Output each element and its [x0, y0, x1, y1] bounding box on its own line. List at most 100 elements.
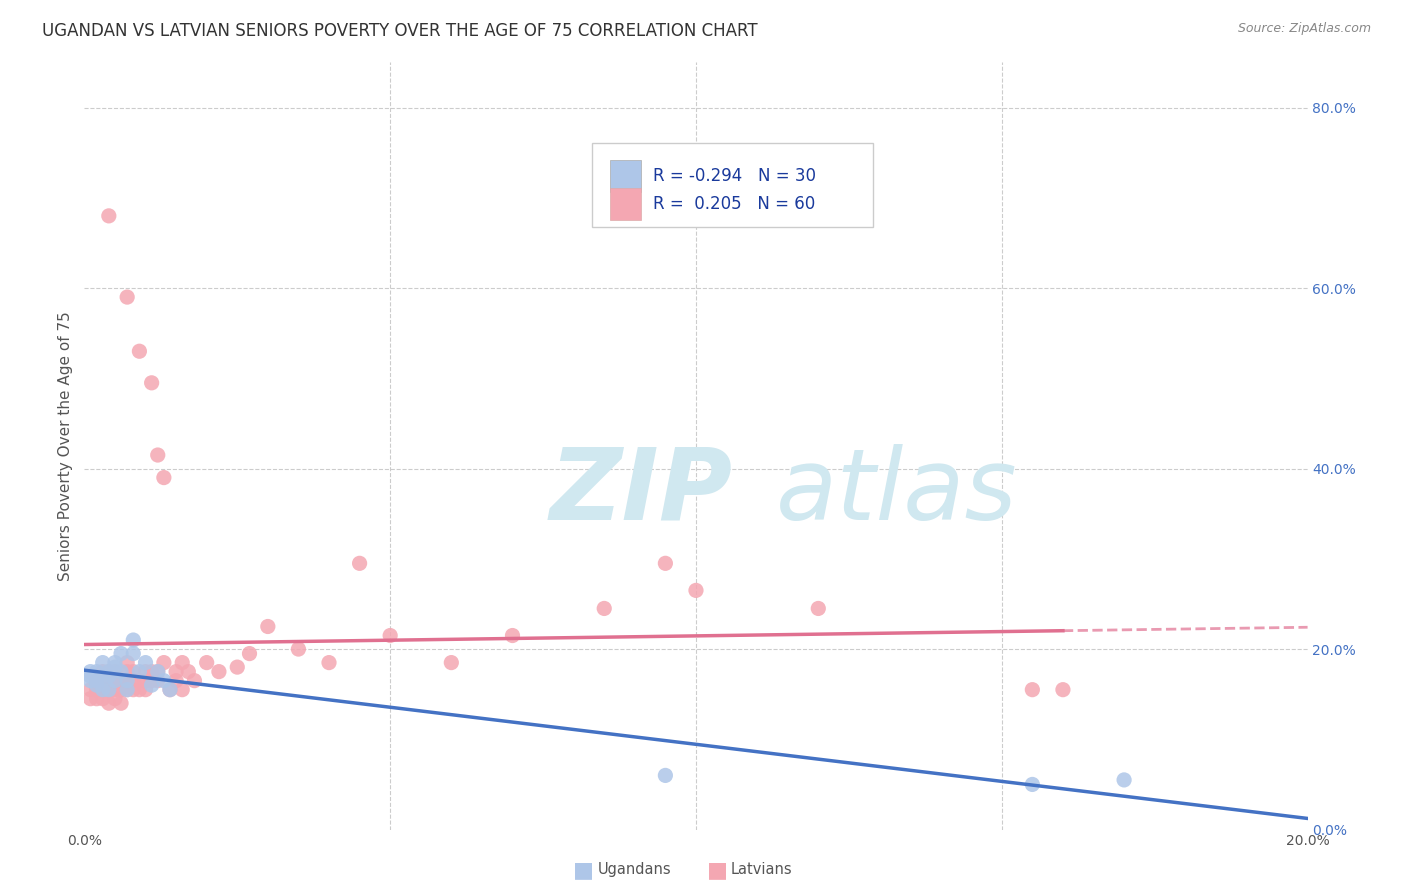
- Point: [654, 768, 676, 782]
- Point: [79, 682, 101, 697]
- Point: [141, 665, 163, 679]
- Point: [104, 673, 127, 688]
- Point: [115, 682, 138, 697]
- Point: [104, 691, 127, 706]
- Point: [86, 665, 108, 679]
- Bar: [610, 188, 641, 220]
- Point: [141, 678, 163, 692]
- Point: [287, 642, 309, 657]
- Point: [349, 557, 371, 571]
- Point: [122, 673, 145, 688]
- Point: [122, 647, 145, 661]
- Point: [593, 601, 616, 615]
- Point: [146, 665, 169, 679]
- Text: UGANDAN VS LATVIAN SENIORS POVERTY OVER THE AGE OF 75 CORRELATION CHART: UGANDAN VS LATVIAN SENIORS POVERTY OVER …: [42, 22, 758, 40]
- Point: [110, 682, 132, 697]
- Text: R =  0.205   N = 60: R = 0.205 N = 60: [654, 195, 815, 213]
- Point: [502, 628, 524, 642]
- Point: [115, 682, 138, 697]
- Point: [97, 209, 120, 223]
- Point: [807, 601, 830, 615]
- Point: [128, 682, 150, 697]
- Point: [115, 673, 138, 688]
- Point: [79, 669, 101, 683]
- Point: [128, 673, 150, 688]
- Point: [104, 673, 127, 688]
- Point: [79, 665, 101, 679]
- Point: [110, 696, 132, 710]
- Point: [153, 673, 176, 688]
- Point: [1021, 682, 1043, 697]
- Point: [104, 682, 127, 697]
- Point: [238, 647, 260, 661]
- Point: [1114, 772, 1136, 787]
- Point: [97, 682, 120, 697]
- Point: [146, 448, 169, 462]
- Point: [654, 557, 676, 571]
- Point: [257, 619, 280, 633]
- Y-axis label: Seniors Poverty Over the Age of 75: Seniors Poverty Over the Age of 75: [58, 311, 73, 581]
- Point: [135, 665, 157, 679]
- Text: ZIP: ZIP: [550, 443, 733, 541]
- Text: Source: ZipAtlas.com: Source: ZipAtlas.com: [1237, 22, 1371, 36]
- FancyBboxPatch shape: [592, 143, 873, 227]
- Point: [128, 344, 150, 359]
- Point: [115, 665, 138, 679]
- Point: [177, 665, 200, 679]
- Point: [110, 665, 132, 679]
- Point: [91, 656, 114, 670]
- Point: [91, 669, 114, 683]
- Text: atlas: atlas: [776, 443, 1017, 541]
- Point: [135, 656, 157, 670]
- Point: [135, 673, 157, 688]
- Point: [97, 669, 120, 683]
- Point: [86, 673, 108, 688]
- Point: [97, 682, 120, 697]
- Point: [122, 633, 145, 648]
- Point: [115, 290, 138, 304]
- Text: Ugandans: Ugandans: [598, 863, 671, 877]
- Point: [159, 682, 181, 697]
- Point: [91, 691, 114, 706]
- Point: [172, 656, 194, 670]
- Point: [122, 682, 145, 697]
- Point: [141, 673, 163, 688]
- Point: [97, 665, 120, 679]
- Point: [159, 682, 181, 697]
- Point: [97, 696, 120, 710]
- Point: [172, 682, 194, 697]
- Text: ■: ■: [574, 860, 593, 880]
- Point: [128, 665, 150, 679]
- Point: [97, 665, 120, 679]
- Text: R = -0.294   N = 30: R = -0.294 N = 30: [654, 167, 815, 185]
- Point: [226, 660, 249, 674]
- Text: ■: ■: [707, 860, 727, 880]
- Point: [1052, 682, 1074, 697]
- Bar: [610, 160, 641, 192]
- Point: [91, 665, 114, 679]
- Point: [91, 673, 114, 688]
- Point: [1021, 777, 1043, 791]
- Point: [110, 647, 132, 661]
- Point: [165, 665, 187, 679]
- Point: [141, 376, 163, 390]
- Point: [97, 673, 120, 688]
- Point: [79, 691, 101, 706]
- Text: Latvians: Latvians: [731, 863, 793, 877]
- Point: [183, 673, 205, 688]
- Point: [115, 656, 138, 670]
- Point: [195, 656, 218, 670]
- Point: [86, 682, 108, 697]
- Point: [318, 656, 340, 670]
- Point: [110, 673, 132, 688]
- Point: [86, 678, 108, 692]
- Point: [91, 682, 114, 697]
- Point: [165, 673, 187, 688]
- Point: [91, 682, 114, 697]
- Point: [153, 656, 176, 670]
- Point: [146, 665, 169, 679]
- Point: [122, 665, 145, 679]
- Point: [685, 583, 707, 598]
- Point: [104, 656, 127, 670]
- Point: [380, 628, 402, 642]
